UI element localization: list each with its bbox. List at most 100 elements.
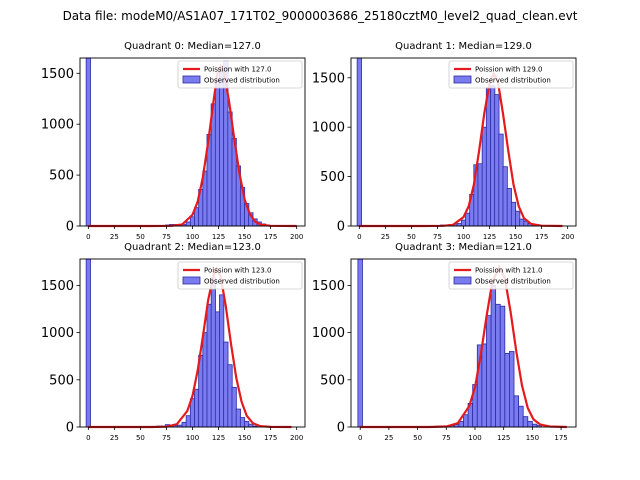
x-tick-label: 50 xyxy=(136,434,145,442)
x-tick-label: 175 xyxy=(264,233,277,241)
x-tick-label: 150 xyxy=(526,434,539,442)
legend: Poission with 129.0 Observed distribution xyxy=(448,60,574,89)
histogram-bar xyxy=(189,216,196,227)
legend-obs-label: Observed distribution xyxy=(204,77,280,85)
figure-suptitle: Data file: modeM0/AS1A07_171T02_90000036… xyxy=(63,9,578,23)
x-tick-label: 200 xyxy=(290,233,303,241)
histogram-bar xyxy=(181,421,187,428)
histogram-bar xyxy=(202,332,208,428)
histogram-bar xyxy=(510,201,517,227)
histogram-bar xyxy=(498,133,504,227)
histogram-bar xyxy=(481,343,487,428)
histogram-bar xyxy=(502,166,508,227)
x-tick-label: 125 xyxy=(212,233,225,241)
x-tick-label: 0 xyxy=(86,434,90,442)
histogram-bar xyxy=(231,386,237,428)
histogram-bar xyxy=(219,69,225,227)
histogram-bar xyxy=(509,351,515,428)
histogram-bar xyxy=(244,420,250,428)
legend-fit-label: Poission with 121.0 xyxy=(475,267,543,275)
y-tick-label: 0 xyxy=(337,220,345,235)
x-tick-label: 0 xyxy=(86,233,90,241)
x-tick-label: 50 xyxy=(407,233,416,241)
x-tick-label: 200 xyxy=(561,233,574,241)
x-tick-label: 25 xyxy=(110,233,119,241)
subplot-quadrant-0: 0 25 50 75 100 125 150 175 200 0 500 1000 1500 Quadra… xyxy=(41,41,306,241)
y-tick-label: 500 xyxy=(49,373,74,388)
histogram-bar xyxy=(518,405,524,428)
x-tick-label: 50 xyxy=(413,434,422,442)
histogram-bar xyxy=(481,126,487,227)
y-tick-label: 0 xyxy=(66,421,74,436)
histogram-bar xyxy=(499,305,506,428)
x-tick-label: 75 xyxy=(442,434,451,442)
histogram-bar xyxy=(490,285,497,428)
histogram-bar xyxy=(357,258,363,428)
y-tick-label: 0 xyxy=(66,220,74,235)
x-tick-label: 100 xyxy=(468,434,481,442)
subplot-quadrant-1: 0 25 50 75 100 125 150 175 200 0 500 1000 1500 Quadra… xyxy=(312,41,577,241)
subplot-title: Quadrant 3: Median=121.0 xyxy=(395,242,532,253)
x-tick-label: 150 xyxy=(238,233,251,241)
x-tick-label: 25 xyxy=(381,233,390,241)
subplot-quadrant-2: 0 25 50 75 100 125 150 175 200 0 500 1000 1500 Quadra… xyxy=(41,242,306,442)
histogram-bar xyxy=(515,210,521,227)
histogram-bar xyxy=(490,85,496,227)
x-tick-label: 150 xyxy=(238,434,251,442)
x-tick-label: 175 xyxy=(554,434,567,442)
histogram-bar xyxy=(214,311,221,428)
legend: Poission with 127.0 Observed distribution xyxy=(177,60,303,89)
x-tick-label: 0 xyxy=(357,233,361,241)
histogram-bar xyxy=(223,341,229,428)
x-tick-label: 75 xyxy=(162,233,171,241)
axes-frame xyxy=(350,258,577,428)
x-tick-label: 150 xyxy=(509,233,522,241)
histogram-bar xyxy=(219,294,225,428)
subplot-grid: 0 25 50 75 100 125 150 175 200050010001500Quadra… xyxy=(41,41,577,442)
legend-obs-swatch xyxy=(182,75,201,84)
histogram-bar xyxy=(486,315,492,428)
legend-box xyxy=(177,261,303,290)
histogram-bar xyxy=(210,277,216,428)
x-tick-label: 75 xyxy=(433,233,442,241)
y-tick-label: 1500 xyxy=(41,67,74,82)
histogram-bar xyxy=(85,57,91,227)
histogram-bar xyxy=(227,111,233,227)
histogram-bar xyxy=(527,420,533,428)
histogram-bar xyxy=(495,303,501,428)
legend-obs-swatch xyxy=(453,75,472,84)
y-tick-label: 1000 xyxy=(312,121,345,136)
y-tick-label: 1500 xyxy=(41,279,74,294)
x-tick-label: 125 xyxy=(212,434,225,442)
y-tick-label: 0 xyxy=(337,421,345,436)
y-tick-label: 1500 xyxy=(312,279,345,294)
histogram-bar xyxy=(522,416,529,428)
histogram-bar xyxy=(460,219,467,227)
legend-obs-label: Observed distribution xyxy=(475,77,551,85)
y-tick-label: 1000 xyxy=(312,326,345,341)
histogram-bar xyxy=(463,414,469,428)
x-tick-label: 125 xyxy=(483,233,496,241)
y-tick-label: 1000 xyxy=(41,326,74,341)
legend-box xyxy=(448,261,574,290)
y-tick-label: 1000 xyxy=(41,118,74,133)
legend: Poission with 123.0 Observed distribution xyxy=(177,261,303,290)
histogram-bar xyxy=(214,77,221,227)
legend-obs-label: Observed distribution xyxy=(475,278,551,286)
legend-fit-label: Poission with 127.0 xyxy=(204,66,272,74)
legend-box xyxy=(448,60,574,89)
x-tick-label: 100 xyxy=(186,233,199,241)
legend-obs-swatch xyxy=(182,276,201,285)
histogram-bar xyxy=(235,408,241,428)
y-tick-label: 500 xyxy=(49,169,74,184)
legend-obs-swatch xyxy=(453,276,472,285)
x-tick-label: 50 xyxy=(136,233,145,241)
histogram-bar xyxy=(494,94,500,227)
y-tick-label: 1500 xyxy=(312,71,345,86)
subplot-title: Quadrant 1: Median=129.0 xyxy=(395,41,532,52)
histogram-bar xyxy=(506,188,512,227)
subplot-title: Quadrant 0: Median=127.0 xyxy=(124,41,261,52)
subplot-title: Quadrant 2: Median=123.0 xyxy=(124,242,261,253)
x-tick-label: 75 xyxy=(162,434,171,442)
